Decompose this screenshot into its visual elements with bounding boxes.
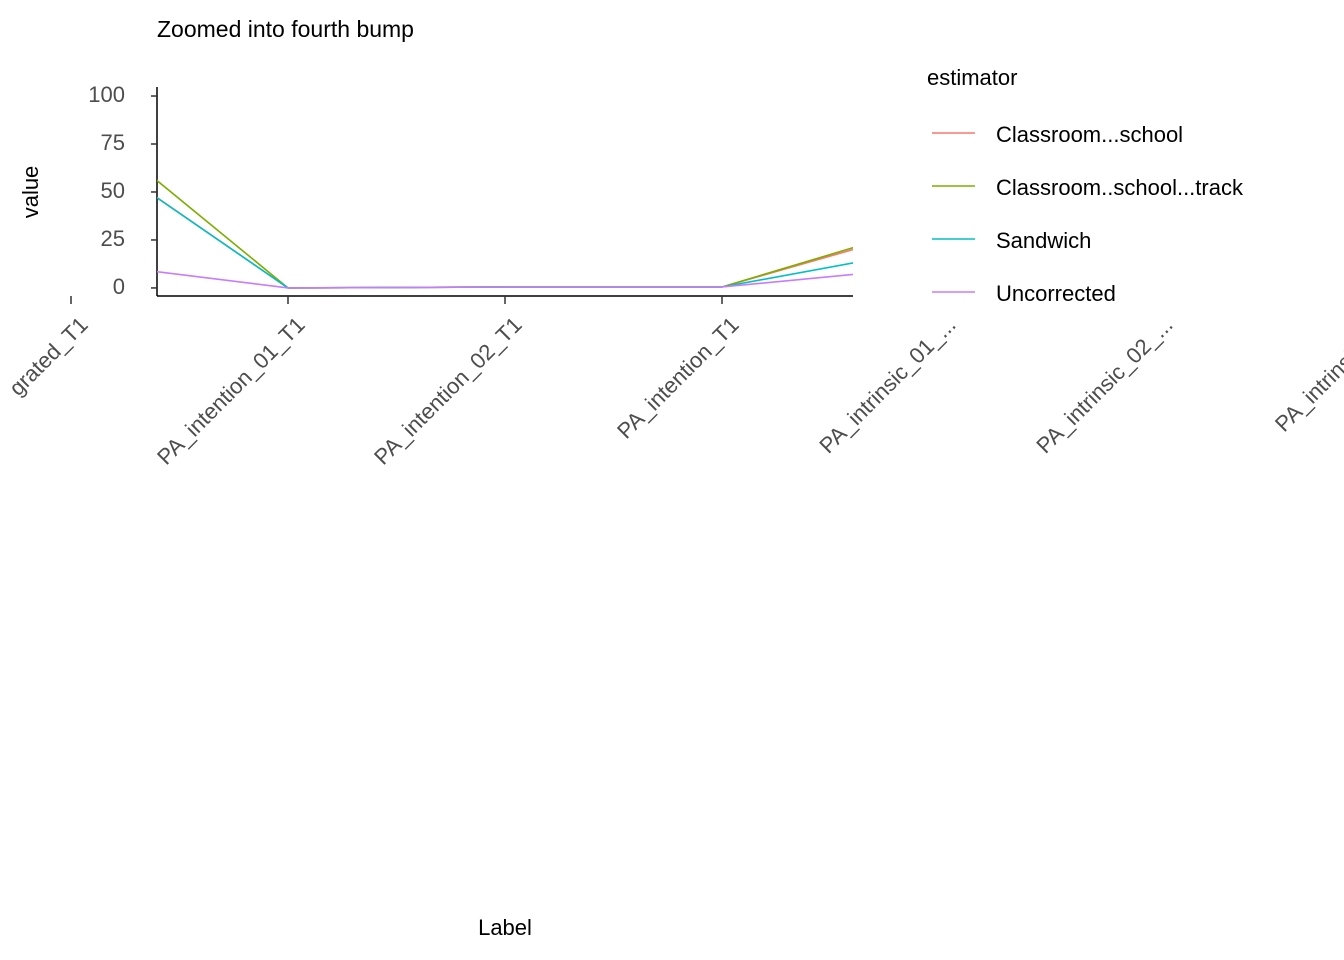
x-tick-label: PA_intention_T1 [612,312,744,444]
y-tick-label: 100 [88,82,125,107]
series-line [157,196,853,289]
series-line [157,270,853,289]
chart-title: Zoomed into fourth bump [157,16,414,42]
y-tick-label: 50 [101,178,125,203]
x-tick-label: PA_intrinsic_02_... [1031,312,1177,458]
legend-label: Uncorrected [996,281,1116,306]
legend-title: estimator [927,65,1017,90]
series-line [157,196,853,289]
y-tick-label: 25 [101,226,125,251]
legend-label: Classroom...school [996,122,1183,147]
x-tick-label: grated_T1 [4,312,93,401]
plot-panel [157,179,853,289]
y-tick-label: 75 [101,130,125,155]
x-tick-label: PA_intention_01_T1 [152,312,310,470]
x-tick-label: PA_intrinsic_01_... [814,312,960,458]
legend-label: Classroom..school...track [996,175,1244,200]
legend-label: Sandwich [996,228,1091,253]
y-tick-label: 0 [113,274,125,299]
y-axis-label: value [18,166,43,219]
series-line [157,179,853,289]
x-tick-label: PA_intrinsic_03 [1270,312,1344,437]
x-tick-label: PA_intention_02_T1 [369,312,527,470]
x-axis-label: Label [478,915,532,940]
